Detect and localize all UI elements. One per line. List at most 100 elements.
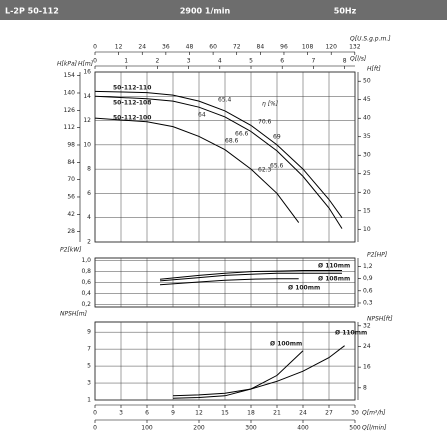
efficiency-label: 65.4 (218, 97, 232, 104)
speed: 2900 1/min (180, 7, 231, 16)
curve (94, 95, 343, 229)
y-tick-label: 6 (87, 190, 91, 197)
y2-tick-label: 30 (363, 152, 371, 159)
top-tick-label: 24 (138, 44, 146, 51)
y-tick-label: 0,2 (81, 301, 91, 308)
bottom-tick-label: 500 (349, 425, 361, 432)
top-tick-label: 60 (209, 44, 217, 51)
y-tick-label: 1 (87, 397, 91, 404)
y-axis-title: NPSH[m] (60, 311, 88, 318)
y2-tick-label: 32 (363, 322, 371, 329)
curve (159, 278, 299, 286)
curve (172, 345, 345, 397)
top-tick-label: 6 (280, 58, 284, 65)
top-tick-label: 36 (162, 44, 170, 51)
kpa-tick-label: 140 (64, 89, 76, 96)
top-axis-title: Q[l/s] (350, 56, 367, 63)
y2-tick-label: 50 (363, 78, 371, 85)
y2-tick-label: 35 (363, 133, 371, 140)
efficiency-title: η [%] (262, 101, 279, 108)
bottom-tick-label: 0 (93, 425, 97, 432)
curve-label: 50-112-108 (113, 100, 151, 107)
top-tick-label: 84 (257, 44, 265, 51)
curve-label: Ø 100mm (270, 341, 302, 348)
efficiency-label: 64 (198, 112, 206, 119)
y-axis-title: H[m] (78, 61, 94, 68)
top-tick-label: 0 (93, 58, 97, 65)
bottom-tick-label: 400 (297, 425, 309, 432)
x-tick-label: 12 (195, 410, 203, 417)
x-tick-label: 21 (273, 410, 281, 417)
y2-tick-label: 45 (363, 96, 371, 103)
y-tick-label: 0,8 (81, 268, 91, 275)
kpa-tick-label: 56 (67, 193, 75, 200)
y2-tick-label: 1,2 (363, 263, 373, 270)
top-tick-label: 7 (311, 58, 315, 65)
kpa-tick-label: 28 (67, 228, 75, 235)
top-tick-label: 1 (124, 58, 128, 65)
y2-axis-title: NPSH[ft] (367, 316, 393, 323)
top-tick-label: 72 (233, 44, 241, 51)
y2-tick-label: 8 (363, 384, 367, 391)
top-tick-label: 120 (325, 44, 337, 51)
y-tick-label: 0,4 (81, 290, 91, 297)
top-tick-label: 96 (280, 44, 288, 51)
curve-label: Ø 110mm (335, 330, 367, 337)
bottom-tick-label: 100 (141, 425, 153, 432)
top-tick-label: 2 (155, 58, 159, 65)
y-tick-label: 10 (83, 141, 91, 148)
y2-tick-label: 25 (363, 170, 371, 177)
efficiency-label: 69 (273, 134, 281, 141)
kpa-tick-label: 42 (67, 211, 75, 218)
x-tick-label: 30 (351, 410, 359, 417)
top-tick-label: 8 (343, 58, 347, 65)
curve-label: Ø 108mm (318, 276, 350, 283)
efficiency-label: 66.6 (235, 131, 249, 138)
kpa-axis-title: H[kPa] (57, 61, 78, 68)
y2-axis-title: P2[HP] (367, 252, 388, 259)
y-tick-label: 2 (87, 239, 91, 246)
top-tick-label: 3 (187, 58, 191, 65)
kpa-tick-label: 154 (64, 72, 76, 79)
y-tick-label: 3 (87, 380, 91, 387)
x-tick-label: 18 (247, 410, 255, 417)
y-tick-label: 4 (87, 214, 91, 221)
curve-label: Ø 100mm (288, 285, 320, 292)
top-tick-label: 132 (349, 44, 361, 51)
y2-tick-label: 16 (363, 364, 371, 371)
curve (94, 117, 300, 223)
curve (94, 90, 343, 218)
y-axis-title: P2[kW] (60, 247, 82, 254)
y2-axis-title: H[ft] (367, 66, 381, 73)
y2-tick-label: 0,9 (363, 275, 373, 282)
y2-tick-label: 0,6 (363, 287, 373, 294)
kpa-tick-label: 98 (67, 141, 75, 148)
kpa-tick-label: 126 (64, 107, 76, 114)
model: L-2P 50-112 (5, 7, 59, 16)
efficiency-label: 65.6 (270, 163, 284, 170)
x-tick-label: 24 (299, 410, 307, 417)
top-tick-label: 0 (93, 44, 97, 51)
curve-label: 50-112-100 (113, 115, 151, 122)
y-tick-label: 16 (83, 69, 91, 76)
bottom-tick-label: 200 (193, 425, 205, 432)
y-tick-label: 7 (87, 346, 91, 353)
y2-tick-label: 15 (363, 207, 371, 214)
x-tick-label: 9 (171, 410, 175, 417)
y2-tick-label: 24 (363, 343, 371, 350)
top-tick-label: 4 (218, 58, 222, 65)
header-bar (0, 0, 447, 20)
top-tick-label: 12 (115, 44, 123, 51)
top-tick-label: 5 (249, 58, 253, 65)
y-tick-label: 0,6 (81, 279, 91, 286)
efficiency-label: 68.6 (225, 138, 239, 145)
x-tick-label: 15 (221, 410, 229, 417)
curve (159, 272, 342, 282)
y-tick-label: 12 (83, 117, 91, 124)
y2-tick-label: 0,3 (363, 299, 373, 306)
efficiency-label: 62.3 (258, 167, 272, 174)
top-tick-label: 108 (302, 44, 314, 51)
y2-tick-label: 20 (363, 189, 371, 196)
curve-label: Ø 110mm (318, 263, 350, 270)
